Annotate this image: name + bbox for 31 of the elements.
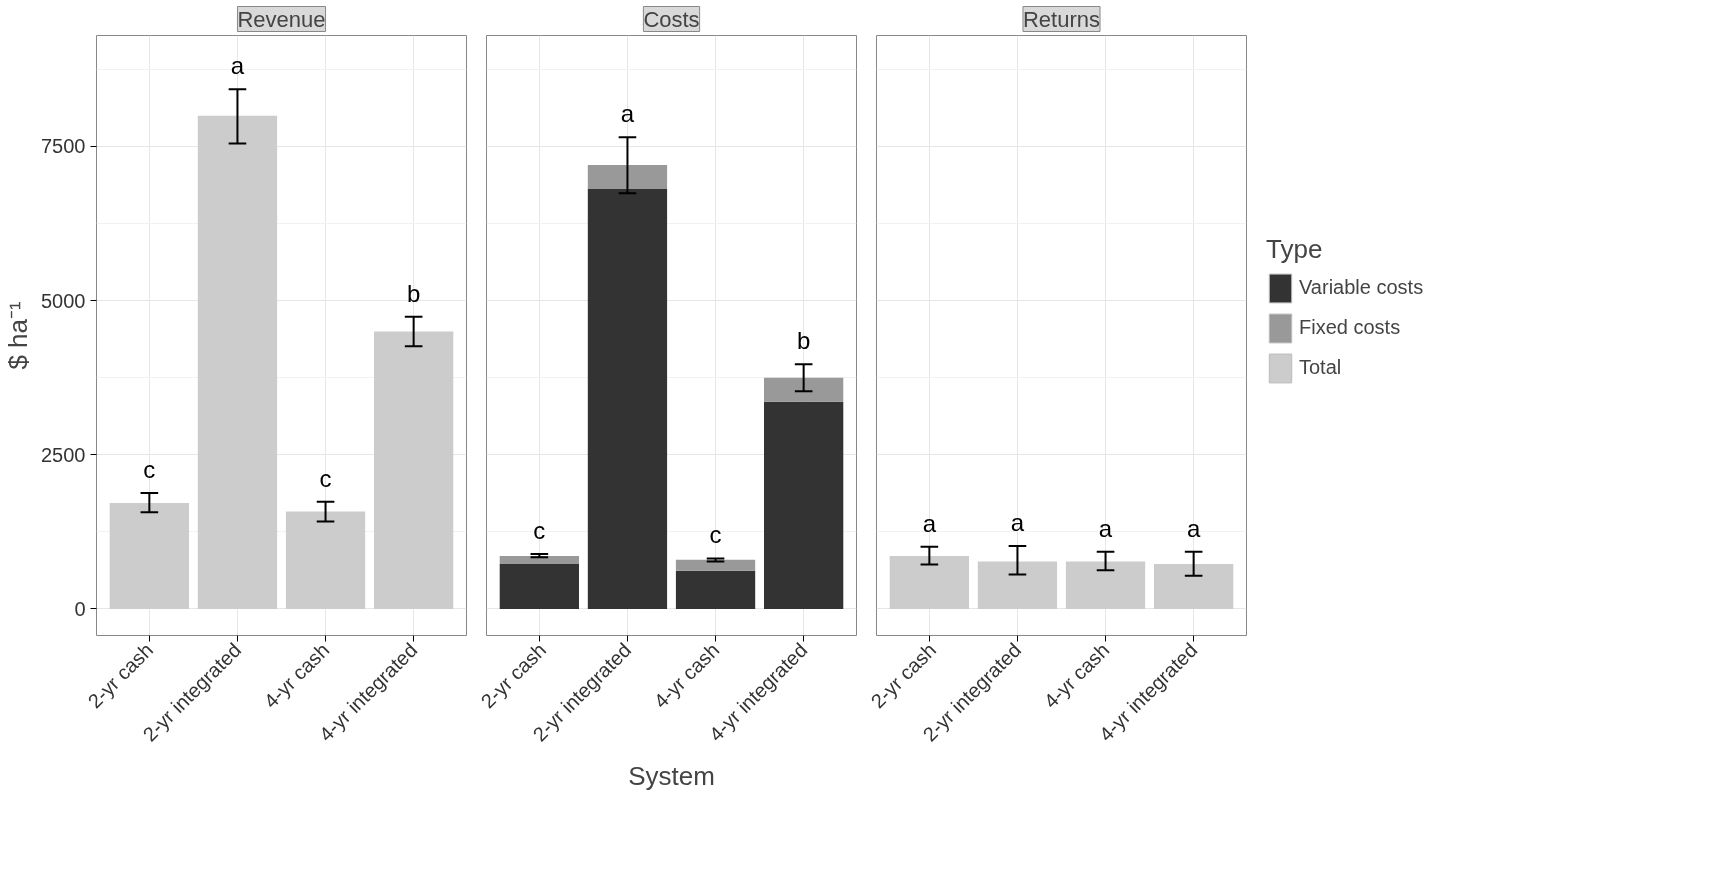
x-tick-label: 4-yr cash: [649, 638, 724, 713]
annotation: b: [796, 327, 811, 355]
legend-label: Fixed costs: [1299, 316, 1401, 340]
y-axis-title: $ ha⁻¹: [3, 301, 34, 370]
annotation: b: [406, 279, 421, 307]
x-axis-title: System: [628, 761, 715, 792]
annotation: c: [709, 521, 722, 549]
chart-title: Revenue: [237, 6, 326, 32]
annotation: a: [1186, 514, 1201, 542]
y-tick-label: 5000: [41, 289, 86, 312]
chart-title: Costs: [643, 6, 700, 32]
x-tick-label: 4-yr cash: [1039, 638, 1114, 713]
annotation: c: [143, 456, 156, 484]
annotation: a: [1098, 514, 1113, 542]
x-tick-label: 4-yr cash: [259, 638, 334, 713]
y-tick-label: 2500: [41, 443, 86, 466]
legend-title: Type: [1266, 233, 1324, 265]
y-tick-label: 0: [74, 597, 86, 620]
annotation: c: [533, 517, 546, 545]
annotation: c: [319, 464, 332, 492]
y-tick-label: 7500: [41, 135, 86, 158]
annotation: a: [230, 52, 245, 80]
x-tick-label: 2-yr cash: [83, 638, 158, 713]
annotation: a: [620, 100, 635, 128]
annotation: a: [1010, 509, 1025, 537]
legend-label: Variable costs: [1299, 276, 1424, 300]
annotation: a: [922, 509, 937, 537]
x-tick-label: 2-yr cash: [866, 638, 941, 713]
legend-label: Total: [1299, 356, 1342, 380]
x-tick-label: 2-yr cash: [476, 638, 551, 713]
chart-title: Returns: [1022, 6, 1101, 32]
